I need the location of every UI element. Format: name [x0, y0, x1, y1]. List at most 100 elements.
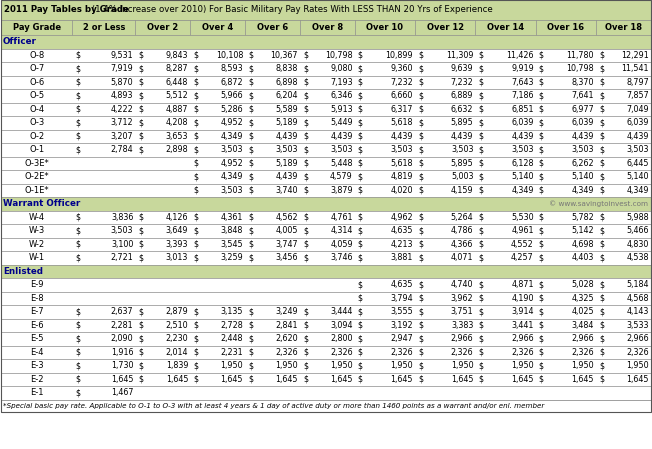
Text: 2,231: 2,231 — [220, 348, 243, 357]
Text: $: $ — [76, 253, 80, 262]
Text: $: $ — [193, 361, 198, 370]
Text: (1.4% Increase over 2010) For Basic Military Pay Rates With LESS THAN 20 Yrs of : (1.4% Increase over 2010) For Basic Mili… — [89, 5, 493, 14]
Text: 6,448: 6,448 — [166, 78, 188, 87]
Text: 2,326: 2,326 — [275, 348, 298, 357]
Text: 8,593: 8,593 — [220, 64, 243, 73]
Text: 2,230: 2,230 — [166, 334, 188, 343]
Text: $: $ — [418, 334, 423, 343]
Text: 2,784: 2,784 — [111, 145, 134, 154]
Text: 4,579: 4,579 — [330, 172, 353, 181]
Text: 1,645: 1,645 — [511, 375, 534, 384]
Text: 4,349: 4,349 — [220, 172, 243, 181]
Text: $: $ — [418, 64, 423, 73]
Text: 2,966: 2,966 — [511, 334, 534, 343]
Text: $: $ — [138, 307, 143, 316]
Text: $: $ — [248, 118, 253, 127]
Text: $: $ — [599, 118, 604, 127]
Text: 3,914: 3,914 — [511, 307, 534, 316]
Text: $: $ — [193, 213, 198, 222]
Text: $: $ — [303, 334, 308, 343]
Text: 2 or Less: 2 or Less — [83, 23, 125, 32]
Text: 4,071: 4,071 — [451, 253, 473, 262]
Text: 9,843: 9,843 — [166, 51, 188, 60]
Text: 2,800: 2,800 — [331, 334, 353, 343]
Bar — [1, 305, 651, 318]
Text: Warrant Officer: Warrant Officer — [3, 199, 80, 208]
Text: 3,740: 3,740 — [275, 186, 298, 195]
Text: $: $ — [539, 348, 544, 357]
Text: $: $ — [138, 78, 143, 87]
Text: $: $ — [303, 51, 308, 60]
Text: $: $ — [479, 145, 484, 154]
Text: $: $ — [418, 348, 423, 357]
Bar — [1, 264, 651, 278]
Text: $: $ — [418, 294, 423, 303]
Text: 5,512: 5,512 — [166, 91, 188, 100]
Text: $: $ — [539, 105, 544, 114]
Text: 3,444: 3,444 — [331, 307, 353, 316]
Text: 3,259: 3,259 — [220, 253, 243, 262]
Text: $: $ — [76, 334, 80, 343]
Text: 4,126: 4,126 — [166, 213, 188, 222]
Text: $: $ — [599, 213, 604, 222]
Text: 7,641: 7,641 — [572, 91, 594, 100]
Text: 4,952: 4,952 — [220, 118, 243, 127]
Text: 6,872: 6,872 — [220, 78, 243, 87]
Bar — [1, 332, 651, 345]
Text: Over 12: Over 12 — [427, 23, 464, 32]
Text: 3,879: 3,879 — [330, 186, 353, 195]
Text: $: $ — [303, 145, 308, 154]
Bar — [415, 20, 475, 35]
Text: $: $ — [303, 172, 308, 181]
Text: 2,947: 2,947 — [391, 334, 413, 343]
Text: $: $ — [418, 105, 423, 114]
Text: 4,366: 4,366 — [451, 240, 473, 249]
Text: 5,530: 5,530 — [511, 213, 534, 222]
Text: $: $ — [248, 145, 253, 154]
Text: $: $ — [303, 361, 308, 370]
Text: $: $ — [76, 118, 80, 127]
Text: 3,747: 3,747 — [275, 240, 298, 249]
Text: 2,014: 2,014 — [166, 348, 188, 357]
Text: $: $ — [599, 307, 604, 316]
Bar — [1, 129, 651, 143]
Text: $: $ — [248, 307, 253, 316]
Text: $: $ — [248, 64, 253, 73]
Text: 1,950: 1,950 — [330, 361, 353, 370]
Text: 1,645: 1,645 — [111, 375, 134, 384]
Text: 3,207: 3,207 — [111, 132, 134, 141]
Text: 3,649: 3,649 — [166, 226, 188, 235]
Text: E-8: E-8 — [30, 294, 44, 303]
Bar — [1, 238, 651, 251]
Text: $: $ — [539, 334, 544, 343]
Text: 3,249: 3,249 — [275, 307, 298, 316]
Text: $: $ — [76, 375, 80, 384]
Text: Over 16: Over 16 — [548, 23, 585, 32]
Text: 5,189: 5,189 — [275, 118, 298, 127]
Text: E-6: E-6 — [30, 321, 44, 330]
Text: $: $ — [599, 321, 604, 330]
Text: 4,361: 4,361 — [221, 213, 243, 222]
Text: 12,291: 12,291 — [621, 51, 649, 60]
Text: 3,192: 3,192 — [391, 321, 413, 330]
Text: 6,660: 6,660 — [391, 91, 413, 100]
Text: $: $ — [138, 253, 143, 262]
Text: 3,794: 3,794 — [391, 294, 413, 303]
Text: $: $ — [479, 78, 484, 87]
Text: 6,346: 6,346 — [331, 91, 353, 100]
Text: Over 14: Over 14 — [487, 23, 524, 32]
Text: $: $ — [479, 240, 484, 249]
Text: O-7: O-7 — [29, 64, 44, 73]
Text: 2,448: 2,448 — [220, 334, 243, 343]
Text: $: $ — [599, 91, 604, 100]
Text: E-3: E-3 — [30, 361, 44, 370]
Text: W-3: W-3 — [29, 226, 45, 235]
Text: 1,645: 1,645 — [331, 375, 353, 384]
Bar — [1, 224, 651, 238]
Text: $: $ — [193, 307, 198, 316]
Text: 11,541: 11,541 — [621, 64, 649, 73]
Text: $: $ — [358, 321, 363, 330]
Text: 3,100: 3,100 — [111, 240, 134, 249]
Text: 5,140: 5,140 — [511, 172, 534, 181]
Text: $: $ — [303, 186, 308, 195]
